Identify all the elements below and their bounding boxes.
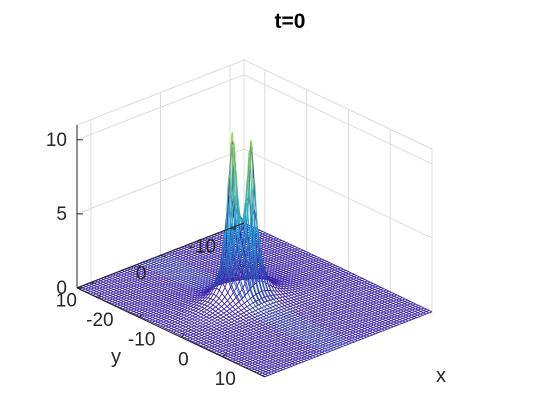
mesh-line-x [232,295,400,362]
mesh-line-x [195,277,363,344]
surface-mesh [76,132,433,378]
mesh-line-x [211,285,379,352]
z-gridline [76,148,433,239]
x-tick [181,333,185,338]
x-axis-label: x [436,365,446,387]
mesh-line-x [157,249,325,326]
mesh-line-x [219,289,387,356]
mesh-line-x [200,280,368,347]
axes [76,125,266,378]
mesh-line-x [264,311,433,378]
mesh-line-x [246,302,414,369]
mesh-line-x [208,284,376,350]
y-tick-label: 10 [56,291,77,312]
y-tick-label: 0 [136,264,147,285]
x-tick [222,352,227,358]
y-tick [90,282,97,285]
mesh-line-x [130,247,298,313]
mesh-line-x [248,303,417,370]
mesh-line-x [189,275,357,341]
mesh-line-x [213,286,382,353]
mesh-line-x [256,307,425,374]
y-axis-label: y [111,346,121,368]
mesh-line-x [216,288,384,354]
mesh-line-x [221,290,390,357]
mesh-line-x [262,310,430,376]
mesh-line-x [254,306,422,373]
mesh-line-x [197,279,366,345]
mesh-line-x [111,238,280,305]
mesh-line-x [192,276,360,343]
x-tick-label: -10 [128,330,155,351]
mesh-line-x [82,224,250,291]
y-tick [229,227,236,230]
z-gridline [76,74,433,165]
mesh-line-x [152,257,320,323]
mesh-line-x [259,308,427,375]
mesh-line-x [251,304,419,371]
z-tick-label: 10 [46,130,67,151]
z-tick-label: 5 [56,204,67,225]
x-axis-line [76,287,266,378]
chart-title: t=0 [275,10,306,33]
x-tick-label: 10 [215,369,236,390]
mesh-line-x [119,242,288,309]
mesh-line-x [243,301,411,367]
mesh-line-x [205,282,374,349]
mesh-line-x [240,299,408,366]
mesh-line-x [122,243,290,310]
z-tick-label: 0 [56,278,67,299]
mesh-line-x [125,244,293,311]
y-tick [160,255,166,257]
x-tick [97,293,102,299]
mesh-line-x [87,227,255,294]
mesh-line-x [235,297,403,364]
mesh-line-x [203,281,371,348]
x-tick-label: -20 [86,310,113,331]
mesh-line-x [229,294,398,361]
mesh-line-x [227,293,395,360]
mesh-line-x [224,292,392,358]
mesh-line-x [127,246,296,312]
y-tick-label: -10 [189,236,216,257]
x-tick [139,313,144,318]
mesh-line-x [165,202,333,329]
x-tick-label: 0 [178,349,189,370]
mesh-line-x [92,229,261,296]
mesh-line-x [237,298,406,365]
